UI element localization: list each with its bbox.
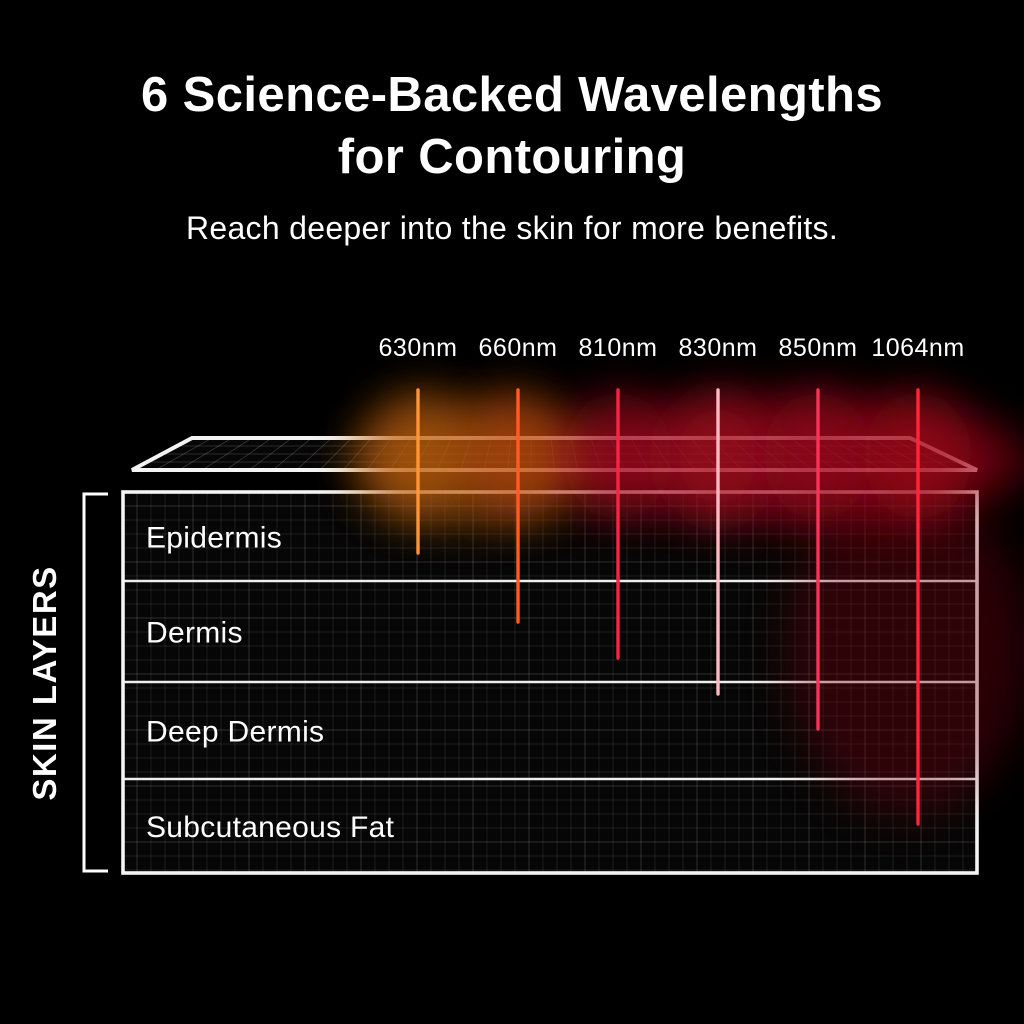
- layer-labels: Epidermis Dermis Deep Dermis Subcutaneous F…: [146, 522, 395, 845]
- surface-grid-line: [272, 438, 312, 470]
- page-title-line2: for Contouring: [337, 130, 687, 184]
- surface-grid-line: [202, 438, 253, 470]
- wavelength-labels: 630nm 660nm 810nm 830nm 850nm 1064nm: [379, 334, 965, 362]
- wavelength-label: 810nm: [579, 334, 658, 362]
- layer-label: Epidermis: [146, 522, 282, 555]
- surface-grid-line: [178, 438, 233, 470]
- wavelength-label: 1064nm: [871, 334, 964, 362]
- skin-layers-bracket: [82, 492, 108, 873]
- wavelength-label: 830nm: [679, 334, 758, 362]
- surface-grid-line: [296, 438, 332, 470]
- page-title: 6 Science-Backed Wavelengths for Contour…: [0, 64, 1024, 188]
- layer-label: Dermis: [146, 617, 243, 650]
- surface-grid-line: [155, 438, 213, 470]
- beam-cores: [414, 388, 922, 826]
- layer-label: Subcutaneous Fat: [146, 811, 395, 844]
- wavelength-label: 630nm: [379, 334, 458, 362]
- wavelength-label: 660nm: [479, 334, 558, 362]
- page-title-line1: 6 Science-Backed Wavelengths: [141, 68, 883, 122]
- axis-label-skin-layers: SKIN LAYERS: [26, 565, 63, 800]
- layer-label: Deep Dermis: [146, 716, 324, 749]
- surface-grid-line: [225, 438, 273, 470]
- wavelength-label: 850nm: [779, 334, 858, 362]
- surface-grid-line: [249, 438, 292, 470]
- surface-grid-line: [319, 438, 352, 470]
- page-subtitle: Reach deeper into the skin for more bene…: [185, 210, 839, 246]
